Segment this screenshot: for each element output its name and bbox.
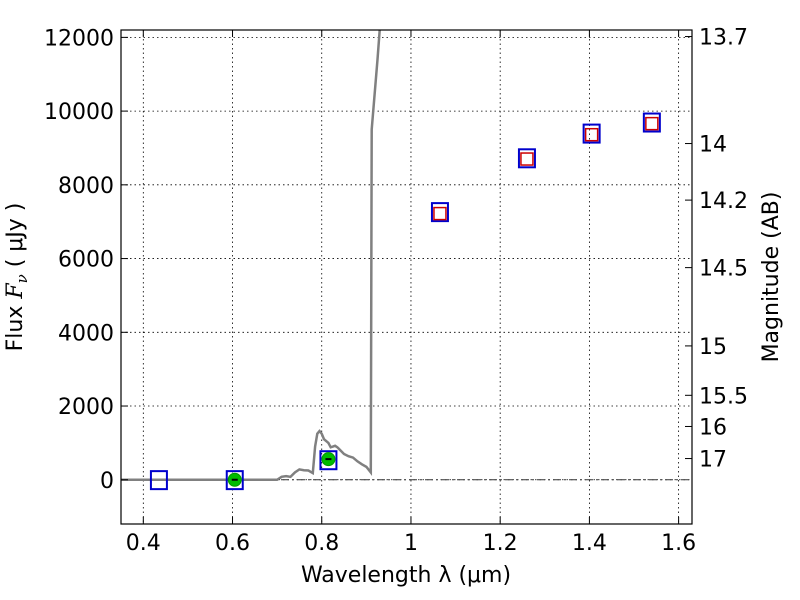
x-tick-label: 0.4 [126, 531, 161, 556]
y2-tick-label: 14.5 [699, 257, 748, 282]
observed-point [319, 450, 338, 471]
plot-area [121, 30, 661, 491]
observed-point [225, 470, 244, 491]
y-tick-label: 6000 [58, 248, 114, 273]
y2-tick-label: 14.2 [699, 189, 748, 214]
y2-tick-label: 15.5 [699, 384, 748, 409]
model-point [584, 127, 599, 142]
y2-tick-label: 17 [699, 448, 727, 473]
y2-tick-label: 13.7 [699, 26, 748, 51]
y-tick-label: 8000 [58, 174, 114, 199]
axis-ticks: 0.4 0.6 0.8 1 1.2 1.4 1.6 0 2000 4000 6000 8000 1000… [44, 26, 748, 556]
model-point [520, 152, 534, 166]
observed-point [517, 148, 536, 169]
y2-axis-label: Magnitude (AB) [759, 192, 784, 363]
x-tick-label: 0.6 [215, 531, 250, 556]
x-axis-label: Wavelength λ (μm) [301, 563, 511, 588]
model-point [645, 116, 659, 131]
y-axis-label-prefix: Flux [3, 299, 28, 352]
y-tick-label: 12000 [44, 26, 114, 51]
x-tick-label: 1.2 [483, 531, 518, 556]
model-spectrum-line [121, 30, 381, 482]
model-point [433, 206, 447, 221]
y2-tick-label: 14 [699, 133, 727, 158]
x-tick-label: 0.8 [304, 531, 339, 556]
y-tick-label: 4000 [58, 321, 114, 346]
x-tick-label: 1.6 [661, 531, 696, 556]
y-axis-label-symbol: F [3, 283, 28, 300]
y-tick-label: 10000 [44, 100, 114, 125]
y-tick-label: 0 [100, 469, 114, 494]
y-tick-label: 2000 [58, 395, 114, 420]
x-tick-label: 1.4 [572, 531, 607, 556]
y-axis-label-subscript: ν [13, 274, 31, 283]
observed-point [149, 470, 168, 491]
plot-frame [120, 29, 693, 525]
y2-tick-label: 16 [699, 415, 727, 440]
y-axis-label: Flux Fν ( μJy ) [3, 203, 31, 352]
observed-point [430, 202, 449, 223]
y2-tick-label: 15 [699, 335, 727, 360]
observed-point [582, 123, 601, 144]
observed-point [642, 112, 661, 133]
grid-lines [121, 30, 692, 524]
x-tick-label: 1 [404, 531, 418, 556]
y-axis-label-suffix: ( μJy ) [3, 203, 28, 275]
